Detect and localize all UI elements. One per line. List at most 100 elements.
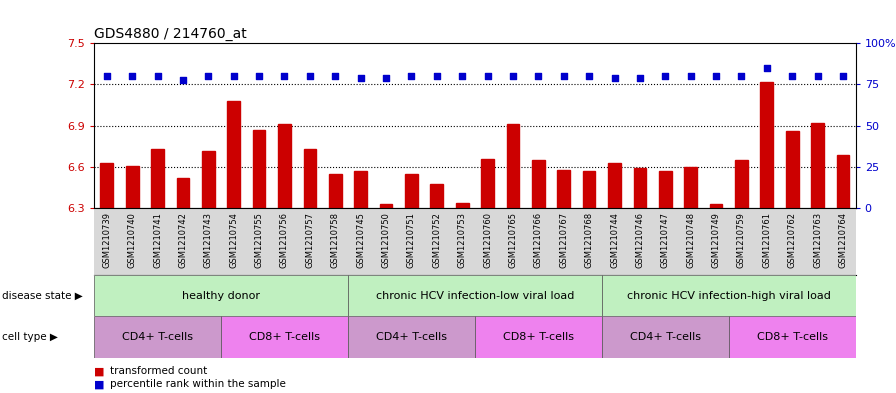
- Text: GSM1210745: GSM1210745: [356, 212, 366, 268]
- Text: GSM1210766: GSM1210766: [534, 212, 543, 268]
- Text: GSM1210755: GSM1210755: [254, 212, 263, 268]
- Bar: [348, 316, 475, 358]
- Bar: [728, 316, 856, 358]
- Bar: [659, 171, 672, 208]
- Text: percentile rank within the sample: percentile rank within the sample: [110, 379, 286, 389]
- Bar: [735, 160, 748, 208]
- Text: GSM1210754: GSM1210754: [229, 212, 238, 268]
- Bar: [475, 316, 602, 358]
- Text: GSM1210748: GSM1210748: [686, 212, 695, 268]
- Text: GSM1210768: GSM1210768: [584, 212, 594, 268]
- Point: [353, 75, 368, 81]
- Text: GSM1210763: GSM1210763: [813, 212, 823, 268]
- Text: GSM1210742: GSM1210742: [178, 212, 187, 268]
- Point: [379, 75, 393, 81]
- Text: GSM1210741: GSM1210741: [153, 212, 162, 268]
- Text: GSM1210765: GSM1210765: [508, 212, 518, 268]
- Text: GSM1210749: GSM1210749: [711, 212, 720, 268]
- Text: GSM1210756: GSM1210756: [280, 212, 289, 268]
- Bar: [710, 204, 722, 208]
- Bar: [221, 316, 348, 358]
- Point: [404, 73, 418, 79]
- Bar: [405, 174, 418, 208]
- Text: CD8+ T-cells: CD8+ T-cells: [757, 332, 828, 342]
- Bar: [125, 165, 139, 208]
- Bar: [94, 275, 348, 316]
- Bar: [506, 124, 520, 208]
- Point: [760, 65, 774, 71]
- Bar: [685, 167, 697, 208]
- Text: ■: ■: [94, 366, 105, 376]
- Text: GSM1210761: GSM1210761: [762, 212, 771, 268]
- Text: GSM1210746: GSM1210746: [635, 212, 644, 268]
- Bar: [608, 163, 621, 208]
- Point: [836, 73, 850, 79]
- Bar: [557, 170, 570, 208]
- Bar: [253, 130, 265, 208]
- Text: CD8+ T-cells: CD8+ T-cells: [249, 332, 320, 342]
- Point: [582, 73, 597, 79]
- Point: [505, 73, 520, 79]
- Text: CD4+ T-cells: CD4+ T-cells: [630, 332, 701, 342]
- Bar: [602, 316, 728, 358]
- Point: [328, 73, 342, 79]
- Text: GSM1210747: GSM1210747: [660, 212, 670, 268]
- Point: [278, 73, 292, 79]
- Bar: [151, 149, 164, 208]
- Text: GSM1210767: GSM1210767: [559, 212, 568, 268]
- Bar: [761, 82, 773, 208]
- Bar: [430, 184, 444, 208]
- Bar: [202, 151, 215, 208]
- Text: GSM1210759: GSM1210759: [737, 212, 746, 268]
- Point: [303, 73, 317, 79]
- Bar: [94, 316, 221, 358]
- Text: GSM1210753: GSM1210753: [458, 212, 467, 268]
- Point: [684, 73, 698, 79]
- Point: [151, 73, 165, 79]
- Point: [785, 73, 799, 79]
- Point: [125, 73, 140, 79]
- Bar: [354, 171, 367, 208]
- Text: GSM1210762: GSM1210762: [788, 212, 797, 268]
- Text: disease state ▶: disease state ▶: [2, 291, 82, 301]
- Text: GSM1210758: GSM1210758: [331, 212, 340, 268]
- Point: [734, 73, 748, 79]
- Bar: [304, 149, 316, 208]
- Text: CD8+ T-cells: CD8+ T-cells: [503, 332, 573, 342]
- Bar: [481, 159, 494, 208]
- Point: [658, 73, 672, 79]
- Text: GSM1210752: GSM1210752: [432, 212, 442, 268]
- Point: [531, 73, 546, 79]
- Text: GSM1210739: GSM1210739: [102, 212, 111, 268]
- Bar: [278, 124, 291, 208]
- Text: GSM1210751: GSM1210751: [407, 212, 416, 268]
- Bar: [786, 131, 798, 208]
- Text: GSM1210744: GSM1210744: [610, 212, 619, 268]
- Text: GSM1210750: GSM1210750: [382, 212, 391, 268]
- Bar: [380, 204, 392, 208]
- Text: GSM1210743: GSM1210743: [203, 212, 213, 268]
- Bar: [532, 160, 545, 208]
- Point: [201, 73, 216, 79]
- Bar: [602, 275, 856, 316]
- Point: [709, 73, 723, 79]
- Point: [99, 73, 114, 79]
- Text: GSM1210760: GSM1210760: [483, 212, 492, 268]
- Point: [430, 73, 444, 79]
- Point: [176, 76, 190, 83]
- Text: GDS4880 / 214760_at: GDS4880 / 214760_at: [94, 27, 246, 41]
- Point: [810, 73, 824, 79]
- Point: [633, 75, 647, 81]
- Text: ■: ■: [94, 379, 105, 389]
- Bar: [329, 174, 341, 208]
- Bar: [837, 154, 849, 208]
- Bar: [456, 203, 469, 208]
- Text: chronic HCV infection-high viral load: chronic HCV infection-high viral load: [627, 291, 831, 301]
- Point: [480, 73, 495, 79]
- Text: chronic HCV infection-low viral load: chronic HCV infection-low viral load: [375, 291, 574, 301]
- Point: [556, 73, 571, 79]
- Bar: [177, 178, 189, 208]
- Bar: [228, 101, 240, 208]
- Point: [607, 75, 622, 81]
- Bar: [582, 171, 596, 208]
